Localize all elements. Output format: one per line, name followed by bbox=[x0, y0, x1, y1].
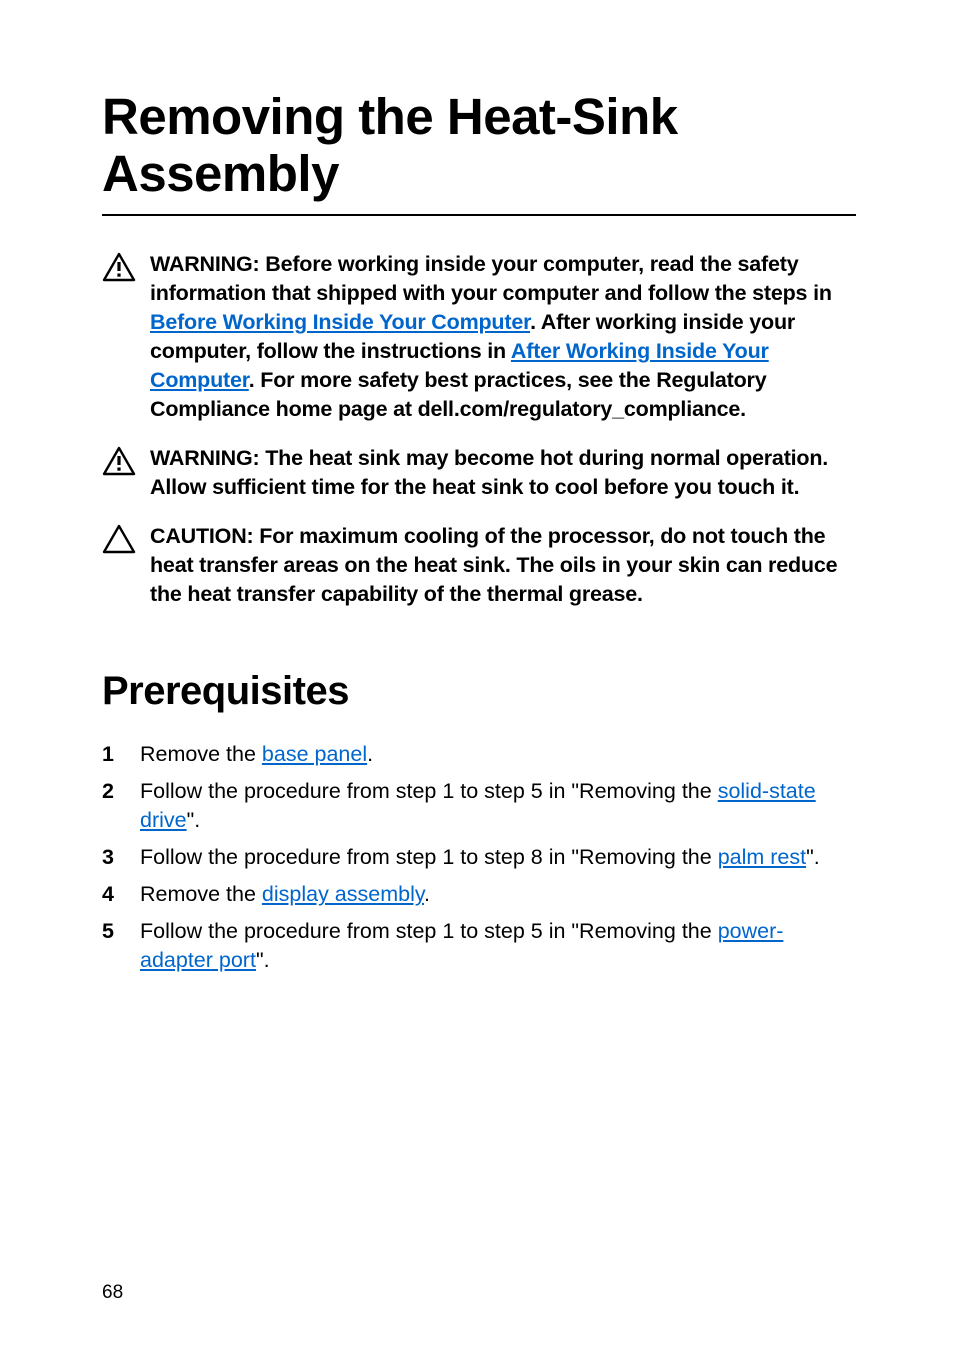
title-rule bbox=[102, 214, 856, 216]
caution-icon bbox=[102, 524, 136, 554]
inline-link[interactable]: display assembly bbox=[262, 882, 424, 906]
warning-icon-wrap bbox=[102, 250, 150, 282]
step-item: Follow the procedure from step 1 to step… bbox=[102, 917, 856, 975]
warning-notice: WARNING: Before working inside your comp… bbox=[102, 250, 856, 424]
step-item: Remove the base panel. bbox=[102, 740, 856, 769]
text-run: WARNING: The heat sink may become hot du… bbox=[150, 446, 828, 499]
warning-icon bbox=[102, 446, 136, 476]
text-run: Remove the bbox=[140, 882, 262, 906]
inline-link[interactable]: base panel bbox=[262, 742, 367, 766]
step-item: Follow the procedure from step 1 to step… bbox=[102, 777, 856, 835]
text-run: WARNING: Before working inside your comp… bbox=[150, 252, 832, 305]
text-run: CAUTION: For maximum cooling of the proc… bbox=[150, 524, 837, 606]
caution-notice: CAUTION: For maximum cooling of the proc… bbox=[102, 522, 856, 609]
step-text: Follow the procedure from step 1 to step… bbox=[140, 777, 856, 835]
text-run: ". bbox=[187, 808, 201, 832]
notice-text: WARNING: The heat sink may become hot du… bbox=[150, 444, 856, 502]
warning-icon bbox=[102, 252, 136, 282]
text-run: ". bbox=[256, 948, 270, 972]
step-text: Follow the procedure from step 1 to step… bbox=[140, 917, 856, 975]
text-run: Follow the procedure from step 1 to step… bbox=[140, 845, 718, 869]
step-item: Remove the display assembly. bbox=[102, 880, 856, 909]
text-run: Follow the procedure from step 1 to step… bbox=[140, 919, 718, 943]
steps-list: Remove the base panel. Follow the procedu… bbox=[102, 740, 856, 975]
warning-notice: WARNING: The heat sink may become hot du… bbox=[102, 444, 856, 502]
inline-link[interactable]: Before Working Inside Your Computer bbox=[150, 310, 530, 334]
notices: WARNING: Before working inside your comp… bbox=[102, 250, 856, 609]
text-run: . bbox=[424, 882, 430, 906]
notice-text: WARNING: Before working inside your comp… bbox=[150, 250, 856, 424]
text-run: Remove the bbox=[140, 742, 262, 766]
text-run: . bbox=[367, 742, 373, 766]
step-text: Follow the procedure from step 1 to step… bbox=[140, 843, 820, 872]
caution-icon-wrap bbox=[102, 522, 150, 554]
text-run: Follow the procedure from step 1 to step… bbox=[140, 779, 718, 803]
step-item: Follow the procedure from step 1 to step… bbox=[102, 843, 856, 872]
inline-link[interactable]: palm rest bbox=[718, 845, 806, 869]
page-number: 68 bbox=[102, 1282, 123, 1304]
section-heading-prerequisites: Prerequisites bbox=[102, 669, 856, 714]
text-run: ". bbox=[806, 845, 820, 869]
warning-icon-wrap bbox=[102, 444, 150, 476]
step-text: Remove the display assembly. bbox=[140, 880, 430, 909]
page-title: Removing the Heat-Sink Assembly bbox=[102, 88, 856, 202]
step-text: Remove the base panel. bbox=[140, 740, 373, 769]
notice-text: CAUTION: For maximum cooling of the proc… bbox=[150, 522, 856, 609]
